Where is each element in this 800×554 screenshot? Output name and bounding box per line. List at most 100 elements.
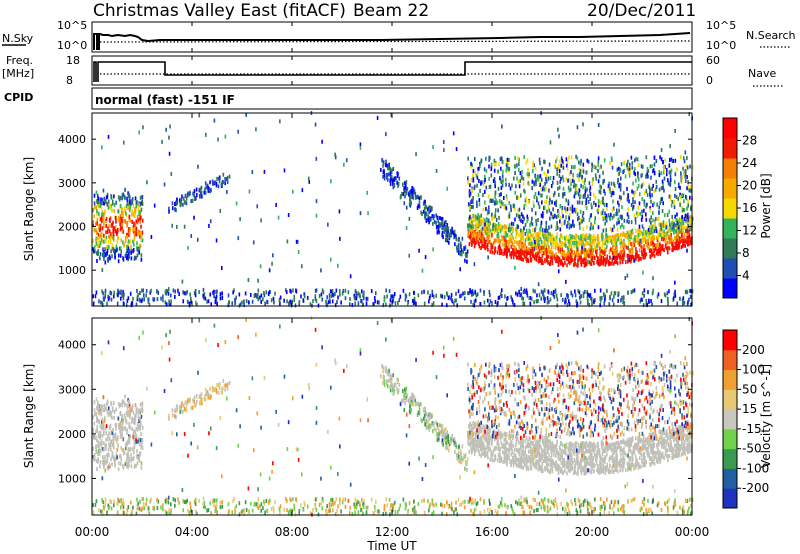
power-echo — [641, 291, 644, 296]
power-echo — [348, 302, 351, 307]
velocity-echo — [129, 434, 132, 439]
power-echo — [666, 250, 669, 255]
power-echo — [202, 287, 205, 292]
power-echo — [257, 292, 259, 297]
power-echo — [646, 243, 648, 248]
power-echo — [482, 192, 484, 197]
velocity-echo — [136, 407, 138, 412]
power-echo — [516, 226, 518, 231]
power-echo — [590, 257, 593, 262]
velocity-echo — [410, 395, 413, 400]
power-echo — [546, 234, 549, 239]
power-echo — [167, 287, 170, 292]
power-echo — [178, 198, 181, 203]
power-echo — [559, 261, 562, 266]
velocity-echo — [424, 406, 426, 411]
power-echo — [540, 296, 543, 301]
power-echo — [412, 300, 415, 305]
velocity-echo — [195, 394, 198, 399]
power-echo — [239, 217, 241, 222]
power-echo — [476, 200, 478, 205]
power-echo — [620, 245, 622, 250]
power-echo — [386, 177, 389, 182]
power-echo — [136, 220, 139, 225]
velocity-echo — [214, 386, 216, 391]
velocity-echo — [412, 394, 415, 399]
power-echo — [627, 241, 630, 246]
power-echo — [591, 226, 593, 231]
noise-tick-bottom-left: 10^0 — [57, 39, 87, 52]
power-echo — [103, 201, 105, 206]
power-echo — [666, 227, 669, 232]
power-echo — [559, 227, 562, 232]
power-echo — [635, 211, 638, 216]
power-echo — [527, 241, 530, 246]
power-echo — [591, 248, 593, 253]
power-echo — [541, 193, 543, 198]
power-echo — [575, 154, 577, 159]
velocity-echo — [111, 450, 114, 455]
power-echo — [650, 227, 652, 232]
velocity-echo — [136, 453, 138, 458]
power-echo — [493, 215, 495, 220]
power-echo — [97, 226, 100, 231]
power-echo — [562, 194, 564, 199]
power-echo — [567, 201, 570, 206]
power-echo — [499, 157, 502, 162]
velocity-echo — [128, 447, 131, 452]
power-echo — [190, 299, 192, 304]
power-echo — [686, 165, 689, 170]
power-echo — [199, 187, 201, 192]
power-echo — [521, 219, 524, 224]
power-echo — [482, 225, 485, 230]
velocity-echo — [405, 386, 408, 391]
power-echo — [437, 224, 439, 229]
power-echo — [517, 195, 520, 200]
power-echo — [166, 289, 169, 294]
velocity-echo — [140, 465, 143, 470]
power-echo — [662, 237, 665, 242]
power-echo — [688, 228, 691, 233]
power-echo — [506, 157, 509, 162]
power-echo — [140, 257, 143, 262]
power-echo — [416, 206, 419, 211]
power-echo — [637, 228, 640, 233]
power-echo — [540, 289, 543, 294]
power-echo — [492, 178, 495, 183]
power-echo — [601, 200, 604, 205]
power-echo — [574, 191, 576, 196]
power-echo — [468, 234, 471, 239]
power-echo — [597, 156, 600, 161]
power-echo — [686, 206, 688, 211]
velocity-echo — [135, 426, 138, 431]
power-echo — [601, 244, 604, 249]
power-echo — [475, 293, 478, 298]
power-echo — [602, 240, 604, 245]
power-echo — [601, 249, 604, 254]
nave-tick-top: 60 — [706, 54, 720, 67]
velocity-echo — [445, 435, 447, 440]
power-echo — [597, 160, 600, 165]
power-echo — [111, 254, 113, 259]
power-echo — [194, 300, 197, 305]
power-echo — [263, 293, 266, 298]
power-echo — [241, 300, 243, 305]
velocity-echo — [111, 406, 114, 411]
power-echo — [418, 248, 420, 253]
power-echo — [645, 217, 648, 222]
power-echo — [386, 163, 388, 168]
power-echo — [500, 292, 502, 297]
power-echo — [222, 180, 224, 185]
power-echo — [252, 240, 255, 245]
power-echo — [129, 291, 132, 296]
power-echo — [471, 233, 473, 238]
power-echo — [652, 224, 654, 229]
power-echo — [399, 195, 402, 200]
power-echo — [674, 187, 677, 192]
power-echo — [622, 191, 625, 196]
cpid-panel — [91, 87, 693, 110]
power-echo — [112, 236, 115, 241]
power-echo — [566, 302, 569, 307]
power-echo — [576, 156, 579, 161]
power-echo — [617, 200, 619, 205]
